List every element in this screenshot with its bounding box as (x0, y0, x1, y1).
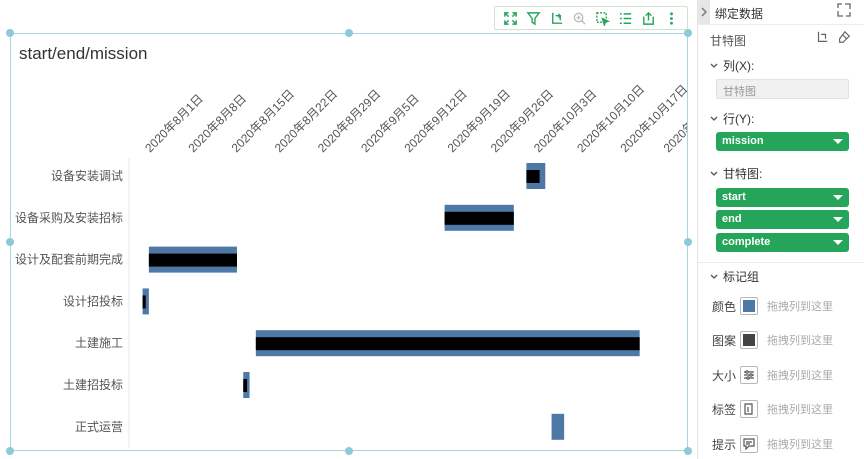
size-icon[interactable] (740, 366, 758, 384)
resize-handle-mr[interactable] (684, 238, 692, 246)
eraser-icon[interactable] (837, 30, 851, 44)
more-icon[interactable] (663, 9, 681, 27)
data-binding-panel: 绑定数据 甘特图 列(X): 甘特图 行(Y): mission 甘特图: (697, 0, 864, 459)
chart-type-label: 甘特图 (710, 34, 747, 48)
dropdown-caret-icon[interactable] (833, 195, 843, 200)
collapse-panel-button[interactable] (698, 0, 710, 24)
resize-handle-tl[interactable] (6, 29, 14, 37)
drop-hint[interactable]: 拖拽列到这里 (767, 404, 833, 416)
gantt-bar-progress[interactable] (444, 211, 514, 225)
chevron-right-icon (701, 7, 707, 17)
chart-title: start/end/mission (19, 44, 148, 63)
panel-divider (698, 24, 864, 25)
marks-section-header[interactable]: 标记组 (710, 268, 759, 285)
gantt-field-pill-complete[interactable]: complete (716, 233, 849, 252)
dropdown-caret-icon[interactable] (833, 240, 843, 245)
pill-label: start (722, 191, 746, 203)
rows-section-header[interactable]: 行(Y): (710, 110, 754, 127)
resize-handle-tm[interactable] (345, 29, 353, 37)
filter-icon[interactable] (525, 9, 543, 27)
rows-field-pill[interactable]: mission (716, 132, 849, 151)
resize-handle-br[interactable] (684, 447, 692, 455)
category-label: 设备安装调试 (51, 168, 123, 183)
tooltip-icon[interactable] (740, 435, 758, 453)
label-icon[interactable] (740, 400, 758, 418)
category-label: 土建施工 (75, 336, 123, 350)
mark-row-label: 标签 拖拽列到这里 (712, 399, 862, 419)
mark-label: 标签 (712, 402, 737, 417)
mark-label: 大小 (712, 368, 737, 383)
mark-label: 颜色 (712, 299, 737, 314)
resize-handle-bl[interactable] (6, 447, 14, 455)
resize-handle-bm[interactable] (345, 447, 353, 455)
chart-toolbar (494, 6, 688, 30)
list-icon[interactable] (617, 9, 635, 27)
gantt-bar-progress[interactable] (148, 253, 237, 267)
chart-canvas[interactable]: start/end/mission (0, 0, 697, 459)
panel-title: 绑定数据 (715, 7, 764, 21)
gantt-section-header[interactable]: 甘特图: (710, 165, 762, 182)
mark-label: 图案 (712, 333, 737, 348)
drop-hint[interactable]: 拖拽列到这里 (767, 335, 833, 347)
pattern-icon[interactable] (740, 331, 758, 349)
expand-icon[interactable] (502, 9, 520, 27)
resize-handle-ml[interactable] (6, 238, 14, 246)
mark-row-color: 颜色 拖拽列到这里 (712, 296, 862, 316)
pill-label: end (722, 213, 742, 225)
select-icon[interactable] (594, 9, 612, 27)
gantt-bar-progress[interactable] (142, 295, 146, 309)
mark-row-tooltip: 提示 拖拽列到这里 (712, 434, 862, 454)
drop-hint[interactable]: 拖拽列到这里 (767, 370, 833, 382)
mark-row-pattern: 图案 拖拽列到这里 (712, 330, 862, 350)
gantt-chart: 2020年8月1日2020年8月8日2020年8月15日2020年8月22日20… (15, 82, 687, 448)
dropdown-caret-icon[interactable] (833, 139, 843, 144)
gantt-field-pill-start[interactable]: start (716, 188, 849, 207)
gantt-bar-progress[interactable] (243, 379, 248, 392)
gantt-bar-progress[interactable] (255, 337, 640, 351)
gantt-field-pill-end[interactable]: end (716, 210, 849, 229)
category-label: 设计招投标 (63, 293, 123, 308)
chevron-down-icon (710, 171, 718, 176)
drop-hint[interactable]: 拖拽列到这里 (767, 439, 833, 451)
mark-label: 提示 (712, 437, 737, 452)
chevron-down-icon (710, 274, 718, 279)
gantt-label: 甘特图: (723, 167, 763, 181)
color-icon[interactable] (740, 297, 758, 315)
chevron-down-icon (710, 116, 718, 121)
columns-label: 列(X): (723, 59, 755, 73)
zoom-icon[interactable] (571, 9, 589, 27)
category-label: 正式运营 (75, 420, 123, 434)
columns-section-header[interactable]: 列(X): (710, 57, 754, 74)
pill-label: complete (722, 236, 771, 248)
swap-axes-icon[interactable] (548, 9, 566, 27)
switch-binding-icon[interactable] (836, 2, 852, 18)
chevron-down-icon (710, 63, 718, 68)
panel-divider (698, 262, 864, 263)
pill-label: mission (722, 135, 764, 147)
resize-handle-tr[interactable] (684, 29, 692, 37)
drop-hint[interactable]: 拖拽列到这里 (767, 301, 833, 313)
rows-label: 行(Y): (723, 112, 755, 126)
category-label: 设备采购及安装招标 (15, 210, 123, 225)
export-icon[interactable] (640, 9, 658, 27)
columns-drop-field[interactable]: 甘特图 (716, 79, 849, 99)
dropdown-caret-icon[interactable] (833, 217, 843, 222)
swap-icon[interactable] (815, 30, 829, 44)
marks-label: 标记组 (723, 270, 760, 284)
gantt-bar[interactable] (551, 413, 565, 440)
category-label: 设计及配套前期完成 (15, 252, 123, 267)
category-label: 土建招投标 (63, 377, 123, 392)
mark-row-size: 大小 拖拽列到这里 (712, 365, 862, 385)
gantt-bar-progress[interactable] (526, 170, 540, 183)
